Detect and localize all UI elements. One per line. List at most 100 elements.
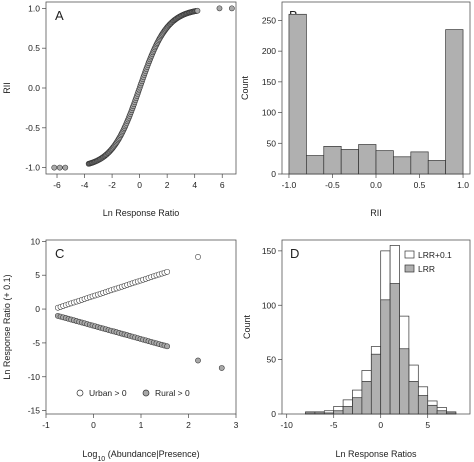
panel-a: A -6 -4 -2 0 2 4 6 -1.0 -0.5 0.0 0.5 1.0 Ln Response… [2,1,237,218]
lrr-bar [352,397,363,415]
panel-c-xtick-label: 3 [234,420,239,430]
rii-bar [445,29,464,175]
legend-label-lrr01: LRR+0.1 [418,250,452,260]
rural-point [164,343,170,350]
panel-a-label: A [55,8,64,23]
panel-c-xtick-label: 2 [186,420,191,430]
panel-c-ytick-label: -5 [32,338,40,348]
panel-c-label: C [55,246,64,261]
panel-b-ytick-label: 150 [262,77,276,87]
legend-swatch-rural [142,389,150,397]
rii-bar [340,149,359,175]
legend-label-lrr: LRR [418,264,435,274]
panel-a-ytick-label: 1.0 [28,3,40,13]
lrr-bar [399,348,410,415]
panel-a-y-axis-label: RII [2,82,12,94]
rural-point [195,357,201,364]
panel-c-xtick-label: 1 [139,420,144,430]
lrr-bar [436,410,447,415]
legend-swatch-urban [76,389,84,397]
legend-label-urban: Urban > 0 [89,388,127,398]
urban-point [195,254,201,260]
rii-point [194,7,201,14]
lrr-bar [361,381,372,415]
panel-c-x-axis-label: Log10 (Abundance|Presence) [82,449,199,462]
lrr-bar [446,412,457,415]
panel-d-ytick-label: 50 [267,355,277,365]
panel-b-ytick-label: 0 [271,169,276,179]
panel-c-y-axis-label: Ln Response Ratio (+ 0.1) [2,274,12,379]
panel-c-xtick-label: 0 [91,420,96,430]
panel-a-ytick-label: 0.5 [28,43,40,53]
panel-b-xtick-label: 0.0 [370,180,382,190]
panel-a-ytick-label: -1.0 [25,163,40,173]
rii-bar [288,13,307,175]
panel-a-x-axis-label: Ln Response Ratio [103,208,180,218]
panel-b-ytick-label: 200 [262,46,276,56]
panel-c-frame [45,239,237,415]
rii-bar [358,144,377,175]
panel-b-xtick-label: -1.0 [282,180,297,190]
lrr-bar [342,406,353,415]
lrr-bar [370,353,382,415]
panel-b-y-axis-label: Count [240,76,250,101]
panel-a-xtick-label: -6 [53,180,61,190]
panel-b-xtick-label: -0.5 [325,180,340,190]
panel-b-ytick-label: 50 [267,138,277,148]
rii-point [216,5,223,12]
lrr-bar [417,395,429,415]
rii-point [56,164,63,171]
panel-a-xtick-label: -2 [108,180,116,190]
panel-d-ytick-label: 100 [262,300,276,310]
lrr-bar [389,283,400,415]
rii-point [228,5,235,12]
panel-d-label: D [290,246,299,261]
legend-swatch-lrr01 [404,250,415,259]
panel-a-xtick-label: 2 [165,180,170,190]
rii-bar [306,155,325,175]
legend-swatch-lrr [404,264,415,273]
panel-b-xtick-label: 1.0 [457,180,469,190]
panel-d-xtick-label: 5 [425,420,430,430]
rii-bar [393,156,412,175]
lrr-bar [323,412,335,415]
panel-b: B -1.0-0.50.00.51.0050100150200250RIICou… [240,1,471,218]
panel-d-ytick-label: 0 [271,409,276,419]
panel-a-xtick-label: 6 [220,180,225,190]
panel-c-ytick-label: -10 [28,372,41,382]
panel-a-xtick-label: -4 [81,180,89,190]
panel-d-xtick-label: -10 [281,420,294,430]
lrr-bar [314,412,325,415]
rii-bar [410,151,429,175]
panel-a-ytick-label: 0.0 [28,83,40,93]
panel-c-ytick-label: -15 [28,406,41,416]
panel-d-y-axis-label: Count [242,315,252,340]
panel-b-xtick-label: 0.5 [414,180,426,190]
lrr-bar [427,404,438,415]
lrr-bar [380,299,391,415]
panel-c-ytick-label: 0 [35,304,40,314]
lrr-bar [305,412,316,415]
lrr-bar [333,410,344,415]
panel-c-xtick-label: -1 [42,420,50,430]
panel-b-x-axis-label: RII [370,208,382,218]
urban-point [164,268,170,275]
rii-point [51,164,58,171]
lrr-bar [408,381,419,415]
panel-a-xtick-label: 4 [192,180,197,190]
panel-b-ytick-label: 250 [262,15,276,25]
panel-a-xtick-label: 0 [137,180,142,190]
panel-d-ytick-label: 150 [262,246,276,256]
panel-b-ytick-label: 100 [262,108,276,118]
rii-bar [323,146,342,175]
panel-c-ytick-label: 5 [35,270,40,280]
legend-label-rural: Rural > 0 [155,388,190,398]
panel-c-ytick-label: 10 [31,236,41,246]
panel-d-x-axis-label: Ln Response Ratios [335,449,417,459]
panel-d-xtick-label: -5 [330,420,338,430]
rii-bar [427,160,446,175]
rii-point [62,164,69,171]
